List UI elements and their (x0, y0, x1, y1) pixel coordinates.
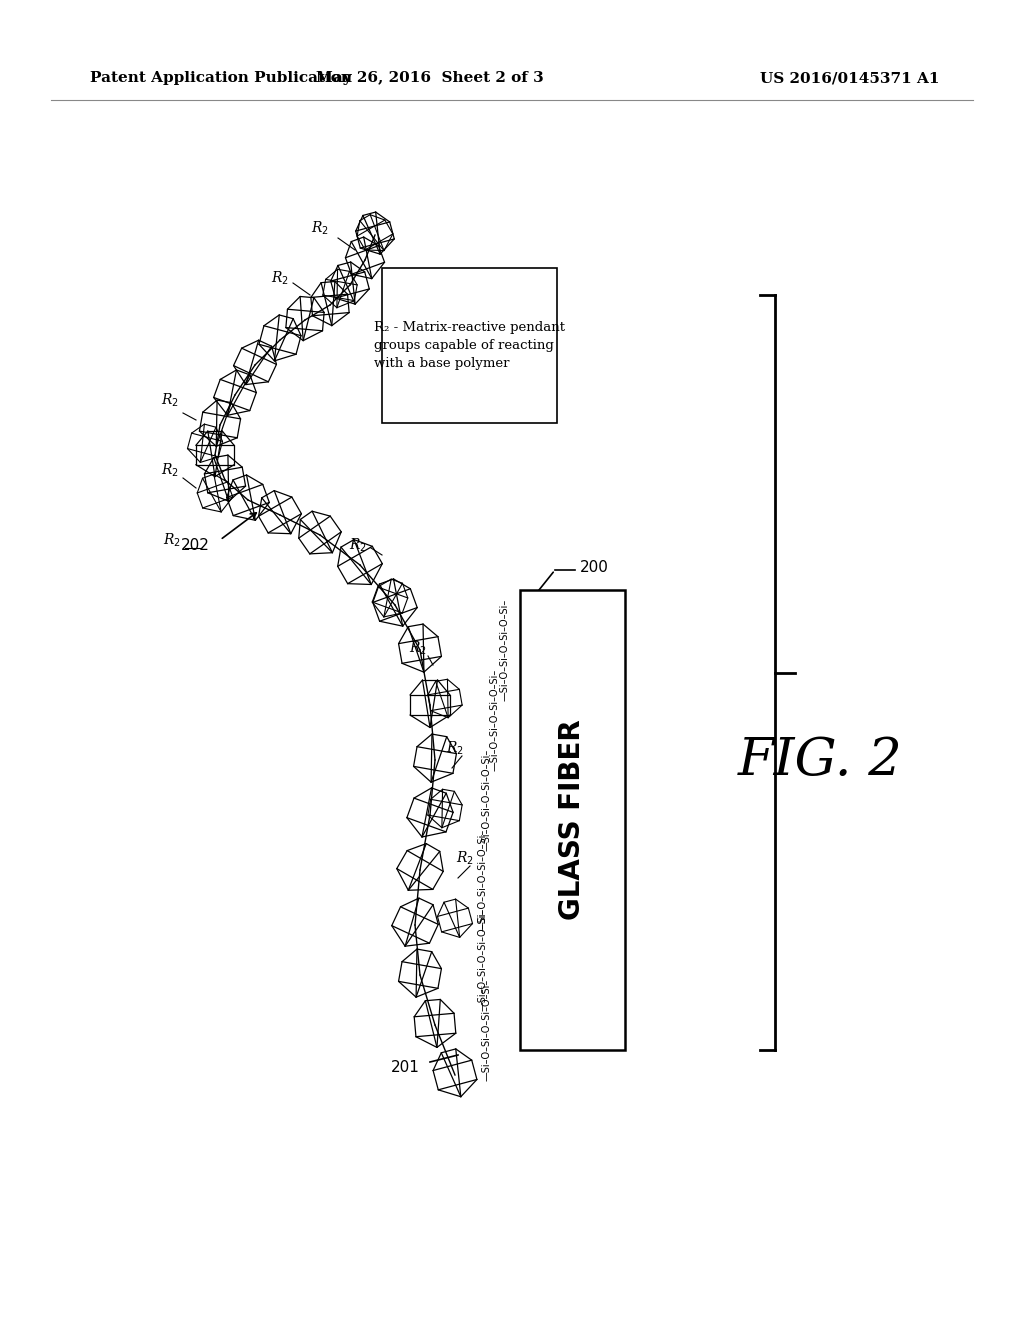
Text: R$_2$: R$_2$ (456, 849, 474, 867)
Text: Patent Application Publication: Patent Application Publication (90, 71, 352, 84)
Text: R$_2$: R$_2$ (161, 391, 179, 409)
Bar (382, 268, 557, 422)
Text: —Si–O–Si–O–Si–O–Si–: —Si–O–Si–O–Si–O–Si– (482, 979, 492, 1081)
Text: 201: 201 (391, 1060, 420, 1076)
Text: R$_2$: R$_2$ (163, 531, 181, 549)
Text: R₂ - Matrix-reactive pendant
groups capable of reacting
with a base polymer: R₂ - Matrix-reactive pendant groups capa… (374, 321, 565, 370)
Text: 200: 200 (580, 561, 609, 576)
Text: R$_2$: R$_2$ (311, 219, 329, 236)
Text: US 2016/0145371 A1: US 2016/0145371 A1 (761, 71, 940, 84)
Text: —Si–O–Si–O–Si–O–Si–: —Si–O–Si–O–Si–O–Si– (490, 669, 500, 771)
Text: R$_2$: R$_2$ (446, 739, 464, 756)
Text: FIG. 2: FIG. 2 (737, 734, 902, 785)
Text: —Si–O–Si–O–Si–O–Si–: —Si–O–Si–O–Si–O–Si– (478, 909, 488, 1011)
Text: R$_2$: R$_2$ (161, 461, 179, 479)
Text: R$_2$: R$_2$ (409, 639, 427, 657)
Text: —Si–O–Si–O–Si–O–Si–: —Si–O–Si–O–Si–O–Si– (478, 829, 488, 931)
Text: —Si–O–Si–O–Si–O–Si–: —Si–O–Si–O–Si–O–Si– (500, 599, 510, 701)
Text: —Si–O–Si–O–Si–O–Si–: —Si–O–Si–O–Si–O–Si– (482, 748, 492, 851)
Text: R$_2$: R$_2$ (349, 536, 367, 553)
Bar (520, 590, 625, 1049)
Text: May 26, 2016  Sheet 2 of 3: May 26, 2016 Sheet 2 of 3 (316, 71, 544, 84)
Text: R$_2$: R$_2$ (271, 269, 289, 286)
Text: GLASS FIBER: GLASS FIBER (558, 719, 587, 920)
Text: 202: 202 (181, 537, 210, 553)
